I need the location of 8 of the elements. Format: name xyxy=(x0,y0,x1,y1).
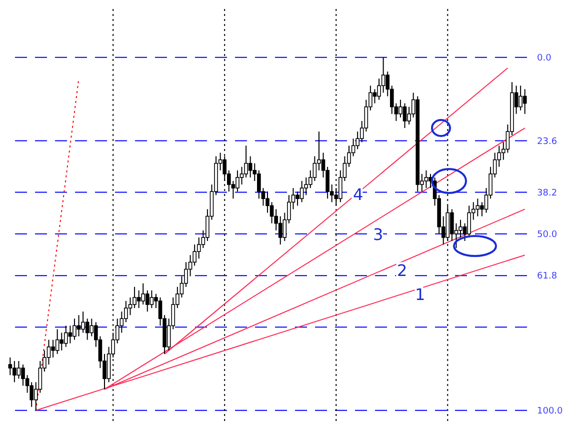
y-tick-label: 38.2 xyxy=(537,188,558,198)
annotation: 2 xyxy=(397,261,408,280)
y-tick-label: 23.6 xyxy=(537,136,558,147)
y-tick-label: 100.0 xyxy=(537,406,563,417)
y-tick-label: 50.0 xyxy=(537,230,558,240)
annotation: 1 xyxy=(415,285,426,304)
y-tick-label: 61.8 xyxy=(537,272,558,282)
y-tick-label: 0.0 xyxy=(537,54,552,64)
